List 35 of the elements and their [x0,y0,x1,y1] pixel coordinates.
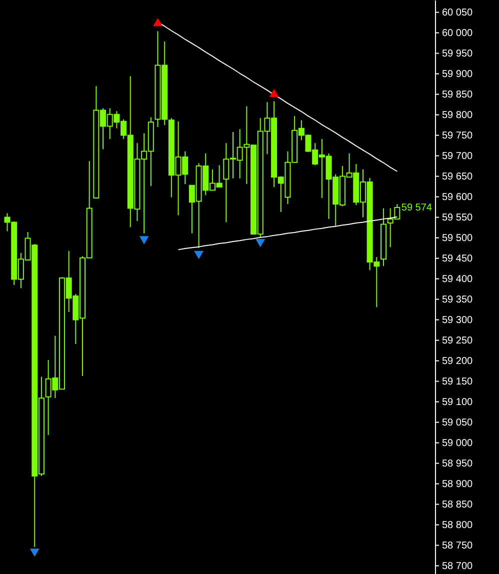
y-tick-label: 58 750 [442,540,474,552]
point [30,548,40,557]
y-tick-label: 58 850 [442,499,474,510]
y-tick-label: 59 450 [442,253,474,264]
text: 59 574 [401,202,432,214]
y-tick-label: 58 800 [442,520,474,531]
y-tick-label: 59 650 [442,171,474,182]
point [153,18,162,26]
point [194,250,204,260]
y-tick-label: 60 050 [442,7,474,18]
y-tick-label: 59 100 [442,396,474,408]
y-tick-label: 59 400 [442,274,474,285]
y-tick-label: 59 950 [442,48,474,60]
y-tick-label: 59 600 [442,192,474,203]
y-tick-label: 58 700 [442,560,474,572]
y-tick-label: 59 750 [442,130,474,142]
point [269,88,279,98]
y-tick-label: 59 000 [442,438,474,449]
y-tick-label: 59 850 [442,89,474,100]
y-tick-label: 59 550 [442,212,474,224]
y-tick-label: 59 700 [442,150,474,162]
y-tick-label: 59 350 [442,294,474,306]
y-tick-label: 59 250 [442,335,474,346]
y-tick-label: 59 900 [442,68,474,80]
y-tick-label: 59 800 [442,110,474,121]
point [256,239,266,248]
y-tick-label: 59 300 [442,314,474,326]
point [139,236,149,244]
y-tick-label: 59 150 [442,376,474,388]
y-tick-label: 58 900 [442,478,474,490]
y-tick-label: 59 200 [442,356,474,367]
y-tick-label: 59 500 [442,232,474,244]
y-tick-label: 58 950 [442,458,474,470]
y-tick-label: 59 050 [442,417,474,428]
y-tick-label: 60 000 [442,28,474,39]
